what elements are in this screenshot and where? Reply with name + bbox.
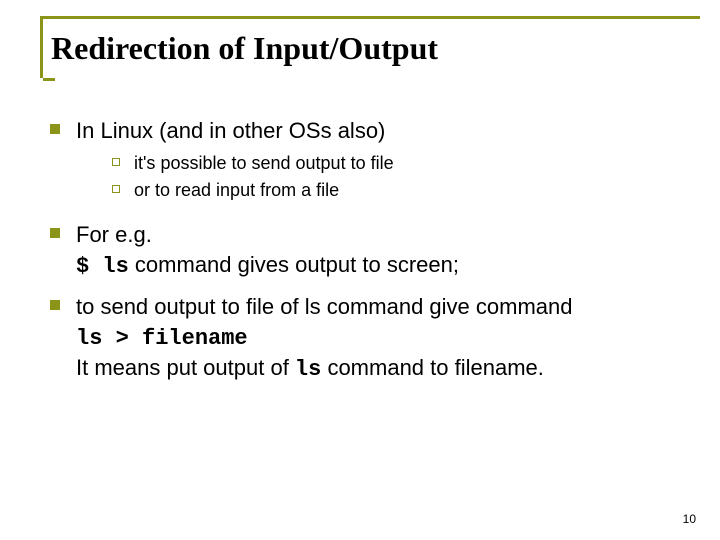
page-number: 10	[683, 512, 696, 526]
sub-list: it's possible to send output to file or …	[112, 152, 684, 203]
slide-title: Redirection of Input/Output	[51, 31, 700, 66]
slide: Redirection of Input/Output In Linux (an…	[0, 0, 720, 540]
bullet-level2: or to read input from a file	[112, 179, 684, 202]
square-bullet-icon	[50, 124, 60, 134]
slide-content: In Linux (and in other OSs also) it's po…	[50, 116, 684, 385]
code-run: ls	[295, 357, 321, 382]
code-run: ls	[102, 254, 128, 279]
text-run: For e.g.	[76, 222, 152, 247]
code-run: $	[76, 254, 102, 279]
bullet-text: to send output to file of ls command giv…	[76, 292, 572, 385]
text-run: to send output to file of ls command giv…	[76, 294, 572, 319]
text-run: command to filename.	[321, 355, 544, 380]
bullet-level1: For e.g. $ ls command gives output to sc…	[50, 220, 684, 281]
text-run: It means put output of	[76, 355, 295, 380]
title-decoration: Redirection of Input/Output	[40, 16, 700, 78]
bullet-text: In Linux (and in other OSs also)	[76, 116, 385, 146]
bullet-level1: In Linux (and in other OSs also)	[50, 116, 684, 146]
open-square-bullet-icon	[112, 158, 120, 166]
bullet-text: or to read input from a file	[134, 179, 339, 202]
square-bullet-icon	[50, 300, 60, 310]
open-square-bullet-icon	[112, 185, 120, 193]
square-bullet-icon	[50, 228, 60, 238]
text-run: command gives output to screen;	[129, 252, 459, 277]
bullet-level2: it's possible to send output to file	[112, 152, 684, 175]
bullet-text: For e.g. $ ls command gives output to sc…	[76, 220, 459, 281]
bullet-level1: to send output to file of ls command giv…	[50, 292, 684, 385]
code-run: ls > filename	[76, 326, 248, 351]
bullet-text: it's possible to send output to file	[134, 152, 394, 175]
